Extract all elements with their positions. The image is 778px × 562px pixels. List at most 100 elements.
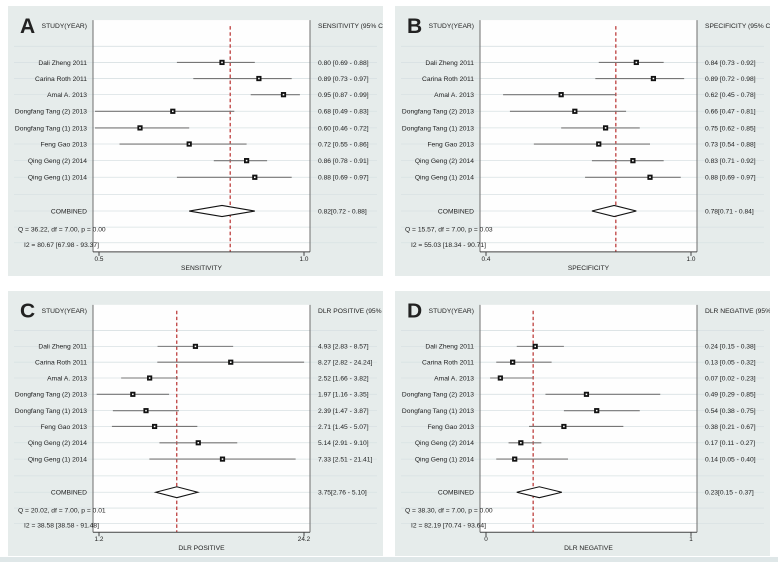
study-ci-value: 0.62 [0.45 - 0.78] bbox=[705, 92, 756, 99]
combined-label: COMBINED bbox=[438, 490, 474, 497]
study-name: Dali Zheng 2011 bbox=[38, 60, 87, 67]
estimate-marker-center bbox=[172, 110, 174, 113]
study-name: Dongfang Tang (1) 2013 bbox=[15, 408, 87, 415]
estimate-marker-center bbox=[652, 77, 655, 80]
study-name: Dali Zheng 2011 bbox=[425, 60, 474, 67]
combined-ci-value: 3.75[2.76 - 5.10] bbox=[318, 490, 367, 497]
estimate-marker-center bbox=[585, 393, 588, 396]
x-tick-label: 0.4 bbox=[482, 256, 491, 263]
combined-diamond bbox=[516, 486, 562, 499]
study-ci-value: 0.84 [0.73 - 0.92] bbox=[705, 60, 756, 67]
forest-panel-b: 0.4 1.0 B STUDY(YEAR) SPECIFICITY (95% CI) Da… bbox=[395, 6, 770, 276]
combined-ci-value: 0.23[0.15 - 0.37] bbox=[705, 490, 754, 497]
study-ci-value: 4.93 [2.83 - 8.57] bbox=[318, 344, 369, 351]
estimate-marker-center bbox=[513, 458, 516, 460]
study-ci-value: 0.49 [0.29 - 0.85] bbox=[705, 392, 756, 399]
study-column-header: STUDY(YEAR) bbox=[42, 308, 87, 315]
study-name: Dongfang Tang (2) 2013 bbox=[402, 109, 474, 116]
heterogeneity-i2: I2 = 38.58 [38.58 - 91.48] bbox=[24, 523, 99, 530]
study-column-header: STUDY(YEAR) bbox=[42, 23, 87, 30]
plot-area bbox=[93, 20, 310, 252]
panel-letter: A bbox=[20, 15, 35, 38]
study-ci-value: 1.97 [1.16 - 3.35] bbox=[318, 392, 369, 399]
estimate-marker-center bbox=[574, 110, 576, 113]
estimate-marker-center bbox=[188, 143, 190, 145]
study-name: Dongfang Tang (1) 2013 bbox=[15, 125, 87, 132]
estimate-marker-center bbox=[221, 61, 223, 64]
estimate-marker-center bbox=[597, 143, 600, 145]
plot-area bbox=[93, 304, 310, 533]
study-ci-value: 2.71 [1.45 - 5.07] bbox=[318, 424, 369, 431]
study-name: Dongfang Tang (2) 2013 bbox=[15, 392, 87, 399]
estimate-marker-center bbox=[221, 458, 224, 460]
estimate-marker-center bbox=[635, 61, 638, 64]
estimate-marker-center bbox=[132, 393, 134, 396]
panel-letter: C bbox=[20, 300, 35, 323]
study-name: Qing Geng (2) 2014 bbox=[415, 440, 474, 447]
ci-column-header: DLR POSITIVE (95% CI) bbox=[318, 308, 383, 315]
study-name: Dongfang Tang (1) 2013 bbox=[402, 408, 474, 415]
estimate-marker-center bbox=[229, 361, 232, 363]
x-axis-label: SENSITIVITY bbox=[181, 265, 222, 272]
study-ci-value: 0.75 [0.62 - 0.85] bbox=[705, 125, 756, 132]
heterogeneity-q: Q = 15.57, df = 7.00, p = 0.03 bbox=[405, 227, 493, 234]
bottom-strip bbox=[0, 557, 778, 562]
study-ci-value: 7.33 [2.51 - 21.41] bbox=[318, 456, 372, 463]
x-tick-label: 1 bbox=[689, 536, 693, 543]
forest-panel-c: 1.2 24.2 C STUDY(YEAR) DLR POSITIVE (95% CI)… bbox=[8, 291, 383, 556]
estimate-marker-center bbox=[534, 345, 536, 348]
panel-letter: D bbox=[407, 300, 422, 323]
heterogeneity-q: Q = 36.22, df = 7.00, p = 0.00 bbox=[18, 227, 106, 234]
heterogeneity-i2: I2 = 80.67 [67.98 - 93.37] bbox=[24, 242, 99, 249]
forest-plot-svg: 1.2 24.2 C STUDY(YEAR) DLR POSITIVE (95% CI)… bbox=[14, 300, 383, 552]
plot-area bbox=[480, 20, 697, 252]
study-name: Carina Roth 2011 bbox=[422, 360, 474, 367]
study-name: Qing Geng (2) 2014 bbox=[28, 440, 87, 447]
heterogeneity-i2: I2 = 82.19 [70.74 - 93.64] bbox=[411, 523, 486, 530]
study-name: Carina Roth 2011 bbox=[35, 76, 87, 83]
estimate-marker-center bbox=[632, 159, 634, 162]
x-axis-label: DLR POSITIVE bbox=[178, 545, 225, 552]
study-name: Dongfang Tang (2) 2013 bbox=[402, 392, 474, 399]
combined-label: COMBINED bbox=[438, 208, 474, 215]
study-name: Dongfang Tang (2) 2013 bbox=[15, 109, 87, 116]
ci-column-header: DLR NEGATIVE (95% CI) bbox=[705, 308, 770, 315]
estimate-marker-center bbox=[604, 127, 607, 129]
x-tick-label: 1.2 bbox=[95, 536, 104, 543]
study-ci-value: 0.66 [0.47 - 0.81] bbox=[705, 109, 756, 116]
estimate-marker-center bbox=[148, 377, 151, 379]
study-ci-value: 0.72 [0.55 - 0.86] bbox=[318, 141, 369, 148]
study-name: Feng Gao 2013 bbox=[427, 141, 474, 148]
estimate-marker-center bbox=[194, 345, 197, 348]
study-name: Carina Roth 2011 bbox=[35, 360, 87, 367]
study-name: Carina Roth 2011 bbox=[422, 76, 474, 83]
combined-ci-value: 0.82[0.72 - 0.88] bbox=[318, 208, 367, 215]
panel-letter: B bbox=[407, 15, 422, 38]
estimate-marker-center bbox=[145, 409, 147, 412]
forest-plot-svg: 0 1 D STUDY(YEAR) DLR NEGATIVE (95% CI) Dali … bbox=[401, 300, 770, 552]
study-ci-value: 0.13 [0.05 - 0.32] bbox=[705, 360, 756, 367]
x-tick-label: 1.0 bbox=[300, 256, 309, 263]
estimate-marker-center bbox=[499, 377, 502, 379]
study-column-header: STUDY(YEAR) bbox=[429, 23, 474, 30]
forest-plot-svg: 0.4 1.0 B STUDY(YEAR) SPECIFICITY (95% CI) Da… bbox=[401, 15, 770, 272]
study-ci-value: 0.60 [0.46 - 0.72] bbox=[318, 125, 369, 132]
combined-diamond bbox=[591, 204, 637, 218]
study-ci-value: 2.39 [1.47 - 3.87] bbox=[318, 408, 369, 415]
x-tick-label: 24.2 bbox=[298, 536, 311, 543]
study-name: Feng Gao 2013 bbox=[427, 424, 474, 431]
study-ci-value: 0.17 [0.11 - 0.27] bbox=[705, 440, 755, 447]
heterogeneity-i2: I2 = 55.03 [18.34 - 90.71] bbox=[411, 242, 486, 249]
forest-plot-svg: 0.5 1.0 A STUDY(YEAR) SENSITIVITY (95% CI) Da… bbox=[14, 15, 383, 272]
x-tick-label: 0.5 bbox=[95, 256, 104, 263]
estimate-marker-center bbox=[254, 176, 256, 179]
study-name: Qing Geng (2) 2014 bbox=[28, 158, 87, 165]
study-name: Qing Geng (1) 2014 bbox=[28, 175, 87, 182]
heterogeneity-q: Q = 38.30, df = 7.00, p = 0.00 bbox=[405, 507, 493, 514]
study-ci-value: 0.38 [0.21 - 0.67] bbox=[705, 424, 756, 431]
combined-label: COMBINED bbox=[51, 208, 87, 215]
study-column-header: STUDY(YEAR) bbox=[429, 308, 474, 315]
estimate-marker-center bbox=[282, 93, 285, 96]
estimate-marker-center bbox=[563, 425, 565, 428]
